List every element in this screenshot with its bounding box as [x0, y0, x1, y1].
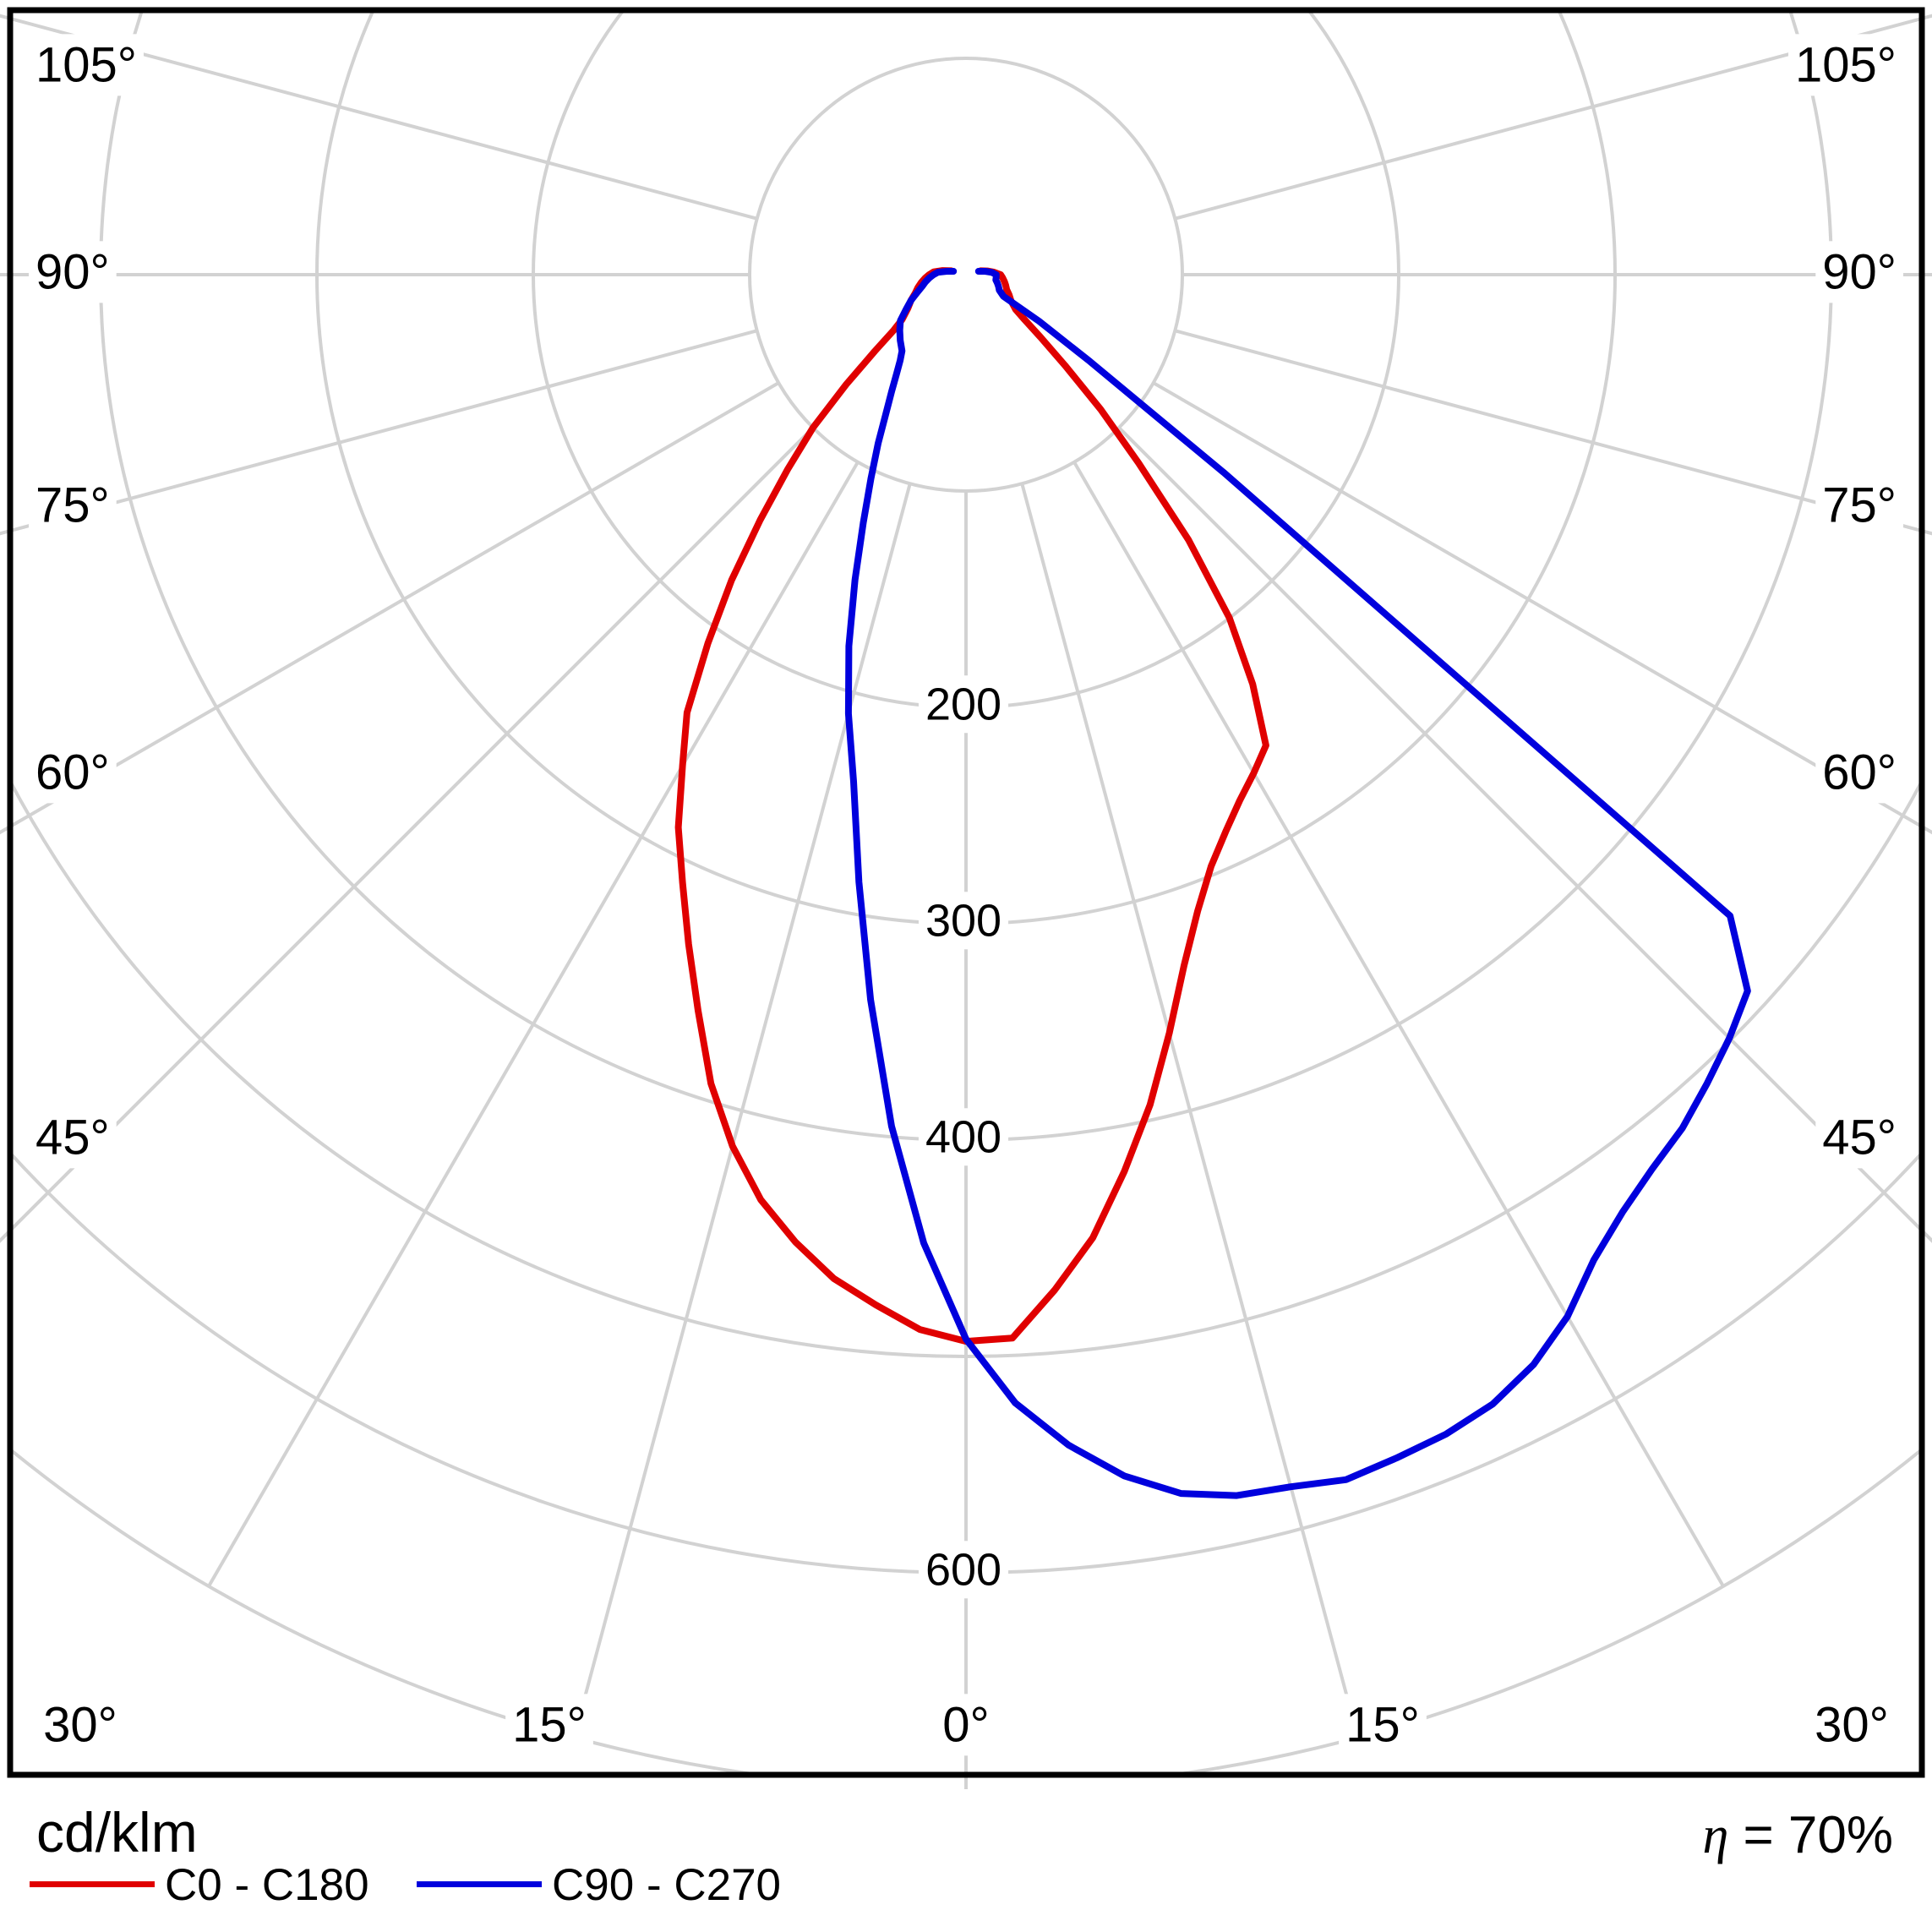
- efficiency-value: = 70%: [1743, 1806, 1893, 1864]
- grid-spoke--30: [207, 461, 860, 1587]
- angle-label-left-45-bg: [29, 1106, 117, 1169]
- angle-label-left-75: 75°: [35, 478, 110, 532]
- angle-label-left-60-bg: [29, 741, 117, 804]
- efficiency-label: η = 70%: [1702, 1805, 1893, 1866]
- legend-item-c0-c180: C0 - C180: [30, 1859, 385, 1918]
- legend-line-c0-c180: [30, 1881, 155, 1887]
- angle-label-bottom-right-30-bg: [1808, 1694, 1896, 1756]
- angle-label-bottom-0-bg: [936, 1694, 996, 1756]
- radial-label-300-bg: [918, 892, 1009, 950]
- radial-label-400: 400: [925, 1111, 1001, 1162]
- angle-label-bottom-left-15-bg: [505, 1694, 593, 1756]
- radial-label-200: 200: [925, 679, 1001, 729]
- radial-label-600: 600: [925, 1544, 1001, 1595]
- angle-label-right-75: 75°: [1822, 478, 1897, 532]
- grid-spoke--15: [572, 483, 912, 1738]
- curve-c90-c270: [844, 268, 1751, 1499]
- curves: [674, 267, 1751, 1499]
- angle-label-right-105: 105°: [1795, 37, 1897, 92]
- legend-label-c90-c270: C90 - C270: [552, 1860, 782, 1910]
- grid-spoke-60: [1152, 381, 1932, 835]
- angle-label-right-105-bg: [1788, 34, 1903, 96]
- plot-border: [7, 7, 1925, 1778]
- angle-label-left-75-bg: [29, 474, 117, 537]
- angle-label-left-60: 60°: [35, 745, 110, 800]
- unit-label: cd/klm: [36, 1801, 198, 1864]
- grid-spoke--60: [0, 381, 780, 835]
- angle-label-bottom-left-30-bg: [36, 1694, 124, 1756]
- angle-label-bottom-right-30: 30°: [1815, 1697, 1889, 1752]
- legend-label-c0-c180: C0 - C180: [165, 1860, 369, 1910]
- angle-label-right-45-bg: [1815, 1106, 1903, 1169]
- legend-line-c90-c270: [417, 1881, 542, 1887]
- grid-spoke--45: [0, 426, 815, 1243]
- angle-label-right-90: 90°: [1822, 244, 1897, 299]
- angle-label-left-45: 45°: [35, 1110, 110, 1165]
- grid-spoke-30: [1072, 461, 1725, 1587]
- radial-label-300: 300: [925, 895, 1001, 946]
- angle-label-bottom-right-15-bg: [1339, 1694, 1427, 1756]
- angle-label-left-90-bg: [29, 241, 117, 303]
- grid-spoke--105: [0, 14, 758, 221]
- angle-label-bottom-left-30: 30°: [43, 1697, 117, 1752]
- angle-label-right-60: 60°: [1822, 745, 1897, 800]
- angle-label-right-90-bg: [1815, 241, 1903, 303]
- angle-label-left-90: 90°: [35, 244, 110, 299]
- axis-labels: 105° 90° 75° 60° 45° 105° 90° 75° 60° 45° 30° 15° 0°…: [29, 34, 1903, 1756]
- angle-label-right-60-bg: [1815, 741, 1903, 804]
- radial-label-400-bg: [918, 1108, 1009, 1166]
- angle-label-left-105-bg: [29, 34, 144, 96]
- grid-spoke-75: [1174, 329, 1932, 536]
- grid-spoke-105: [1174, 14, 1932, 221]
- grid-spoke-45: [1117, 426, 1932, 1243]
- angle-label-right-75-bg: [1815, 474, 1903, 537]
- grid-spoke-15: [1020, 483, 1360, 1738]
- angle-label-left-105: 105°: [35, 37, 137, 92]
- angle-label-bottom-right-15: 15°: [1345, 1697, 1420, 1752]
- legend-item-c90-c270: C90 - C270: [417, 1859, 805, 1918]
- angle-label-right-45: 45°: [1822, 1110, 1897, 1165]
- angle-label-bottom-0: 0°: [942, 1697, 989, 1752]
- grid-spoke--75: [0, 329, 758, 536]
- radial-label-600-bg: [918, 1541, 1009, 1599]
- angle-label-bottom-left-15: 15°: [512, 1697, 587, 1752]
- eta-symbol: η: [1702, 1807, 1729, 1864]
- radial-label-200-bg: [918, 675, 1009, 734]
